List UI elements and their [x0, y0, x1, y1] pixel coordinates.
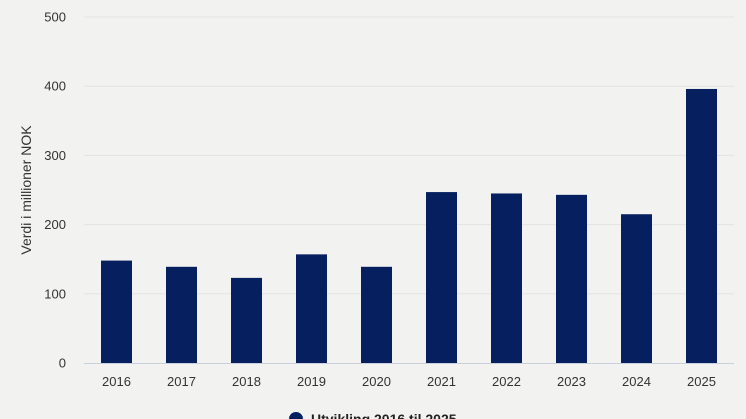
- y-tick-label: 300: [44, 148, 66, 163]
- bar-2020[interactable]: [361, 266, 392, 363]
- y-tick-label: 200: [44, 217, 66, 232]
- y-tick-label: 400: [44, 79, 66, 94]
- legend-marker-icon: [289, 412, 303, 419]
- x-tick-label: 2024: [622, 374, 651, 389]
- bar-2025[interactable]: [686, 88, 717, 363]
- y-tick-label: 0: [59, 356, 66, 371]
- x-tick-label: 2021: [427, 374, 456, 389]
- bar-2016[interactable]: [101, 260, 132, 363]
- legend[interactable]: Utvikling 2016 til 2025: [289, 411, 457, 419]
- y-tick-label: 500: [44, 10, 66, 25]
- y-axis-ticks: 0 100 200 300 400 500: [44, 10, 66, 371]
- bar-2019[interactable]: [296, 254, 327, 363]
- y-axis-title: Verdi i millioner NOK: [18, 125, 34, 255]
- x-tick-label: 2019: [297, 374, 326, 389]
- bar-2021[interactable]: [426, 192, 457, 363]
- bar-2018[interactable]: [231, 277, 262, 363]
- x-tick-label: 2022: [492, 374, 521, 389]
- bar-2017[interactable]: [166, 266, 197, 363]
- bar-2023[interactable]: [556, 194, 587, 363]
- x-tick-label: 2017: [167, 374, 196, 389]
- x-tick-label: 2018: [232, 374, 261, 389]
- bar-2024[interactable]: [621, 214, 652, 363]
- x-tick-label: 2025: [687, 374, 716, 389]
- bars: [101, 88, 717, 363]
- legend-label: Utvikling 2016 til 2025: [311, 411, 457, 419]
- x-tick-label: 2023: [557, 374, 586, 389]
- x-tick-label: 2016: [102, 374, 131, 389]
- x-axis-ticks: 2016 2017 2018 2019 2020 2021 2022 2023 2024 2025: [102, 374, 716, 389]
- y-tick-label: 100: [44, 286, 66, 301]
- bar-2022[interactable]: [491, 193, 522, 363]
- x-tick-label: 2020: [362, 374, 391, 389]
